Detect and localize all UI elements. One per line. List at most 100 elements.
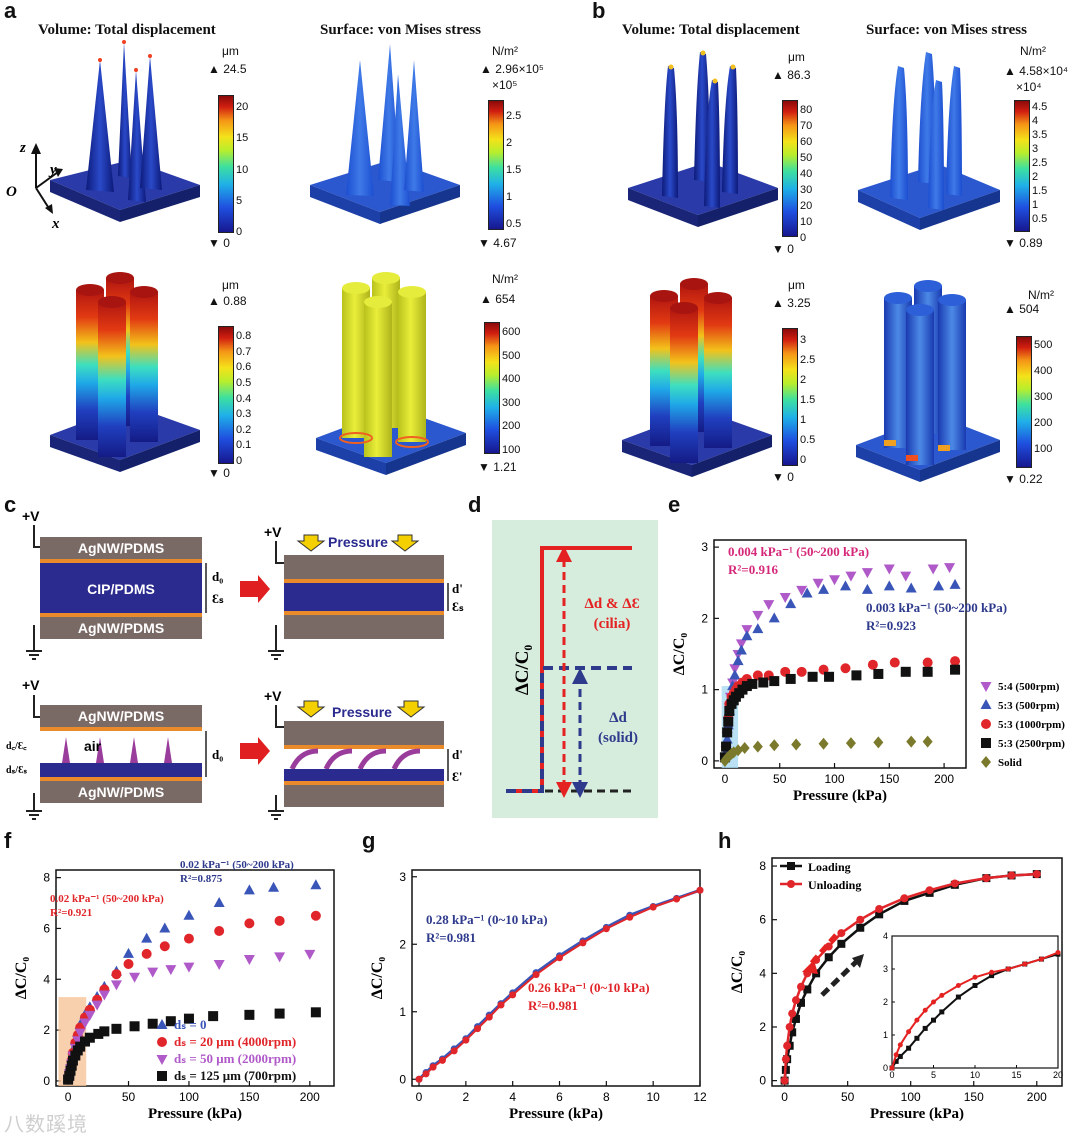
- c-arrow-1: [240, 575, 270, 603]
- colorbar-tick: 2.5: [506, 110, 522, 122]
- colorbar-tick: 30: [800, 184, 813, 196]
- y-axis-label: ΔC/C₀: [729, 951, 746, 994]
- inset-point: [893, 1058, 899, 1064]
- colorbar-tick: 10: [236, 163, 249, 176]
- legend-marker: [980, 682, 992, 692]
- data-point: [781, 1055, 790, 1064]
- series-5:4 (500rpm): [719, 563, 956, 764]
- annotation-2-line2: R²=0.921: [50, 907, 92, 919]
- loading-arrow: [820, 960, 858, 997]
- data-point: [752, 623, 764, 634]
- data-point: [304, 949, 316, 960]
- y-tick-label: 2: [759, 1020, 766, 1034]
- data-point: [763, 600, 775, 611]
- c-eps-2: Ɛₛ: [452, 599, 464, 614]
- data-point: [438, 1056, 446, 1064]
- data-point: [769, 676, 780, 687]
- axis-origin: O: [6, 184, 17, 200]
- data-point: [213, 897, 225, 908]
- data-point: [602, 925, 610, 933]
- a-cone-disp-render: [31, 40, 200, 222]
- data-point: [183, 962, 195, 973]
- axis-z: z: [19, 140, 26, 156]
- series-dₛ = 125 μm (700rpm): [63, 1007, 321, 1085]
- data-point: [785, 598, 797, 609]
- c-vplus-1: +V: [22, 508, 40, 524]
- data-point: [462, 1036, 470, 1044]
- data-point: [780, 1076, 789, 1085]
- data-point: [98, 990, 110, 1001]
- colorbar-tick: 500: [1034, 339, 1053, 351]
- d-cilia-line2: (cilia): [594, 616, 631, 632]
- x-tick-label: 0: [416, 1090, 423, 1104]
- data-point: [244, 918, 255, 929]
- data-point: [900, 571, 912, 582]
- a-ys-colorbar: [484, 322, 500, 454]
- c-vplus-4: +V: [264, 688, 282, 704]
- colorbar-tick: 70: [800, 120, 813, 132]
- data-point: [925, 886, 934, 895]
- data-point: [779, 593, 791, 603]
- data-point: [889, 657, 900, 668]
- data-point: [837, 939, 846, 948]
- x-tick-label: 150: [239, 1090, 259, 1104]
- inset-point: [893, 1052, 899, 1058]
- data-point: [111, 1023, 122, 1034]
- data-point: [696, 886, 704, 894]
- colorbar-tick: 500: [502, 349, 521, 362]
- inset-point: [972, 974, 978, 980]
- data-point: [649, 903, 657, 911]
- c-electrode-bottom-3-label: AgNW/PDMS: [78, 784, 164, 800]
- y-axis-label: ΔC/C₀: [671, 633, 688, 676]
- data-point: [415, 1075, 423, 1083]
- data-point: [91, 1000, 103, 1011]
- annotation-1-line2: R²=0.875: [180, 873, 223, 885]
- x-tick-label: 8: [603, 1090, 610, 1104]
- legend-label: Unloading: [808, 878, 861, 892]
- data-point: [721, 733, 733, 744]
- c-dprime-1: d': [452, 581, 463, 596]
- data-point: [84, 1010, 96, 1021]
- inset-x-tick-label: 10: [970, 1070, 980, 1080]
- colorbar-tick: 20: [236, 101, 249, 113]
- axis-y: y: [48, 162, 57, 178]
- data-point: [129, 1021, 140, 1032]
- panel-label-g: g: [362, 828, 376, 853]
- data-point: [839, 580, 851, 591]
- data-point: [797, 998, 805, 1007]
- simulation-panels: Volume: Total displacement Surface: von …: [0, 0, 1080, 490]
- data-point: [883, 580, 895, 591]
- data-point: [147, 967, 159, 978]
- x-tick-label: 12: [693, 1090, 707, 1104]
- data-point: [213, 960, 225, 971]
- b-cs-unit: N/m²: [1020, 44, 1046, 58]
- colorbar-tick: 5: [236, 194, 243, 207]
- legend-marker: [787, 880, 795, 888]
- inset-x-tick-label: 0: [889, 1070, 894, 1080]
- data-point: [803, 985, 812, 994]
- x-tick-label: 50: [773, 772, 787, 786]
- data-point: [900, 666, 911, 677]
- data-point: [735, 644, 747, 655]
- colorbar-tick: 15: [236, 132, 249, 145]
- annotation-1-line2: R²=0.981: [426, 930, 476, 945]
- annotation-1-line1: 0.28 kPa⁻¹ (0~10 kPa): [426, 912, 548, 927]
- colorbar-tick: 2: [1032, 171, 1039, 183]
- data-point: [556, 954, 564, 962]
- inset-y-tick-label: 2: [883, 997, 888, 1007]
- colorbar-tick: 600: [502, 326, 521, 338]
- title-a-stress: Surface: von Mises stress: [320, 22, 481, 38]
- series-Unloading: [780, 870, 1041, 1085]
- inset-point: [922, 1025, 928, 1031]
- data-point: [729, 664, 741, 675]
- c-vplus-2: +V: [264, 524, 282, 540]
- data-point: [791, 738, 802, 751]
- annotation-2-line1: 0.003 kPa⁻¹ (50~200 kPa): [866, 600, 1007, 615]
- y-tick-label: 8: [43, 871, 50, 885]
- data-point: [824, 953, 833, 962]
- b-cyl-disp-render: [622, 278, 772, 477]
- x-tick-label: 2: [463, 1090, 470, 1104]
- x-tick-label: 0: [722, 772, 729, 786]
- data-point: [485, 1013, 493, 1021]
